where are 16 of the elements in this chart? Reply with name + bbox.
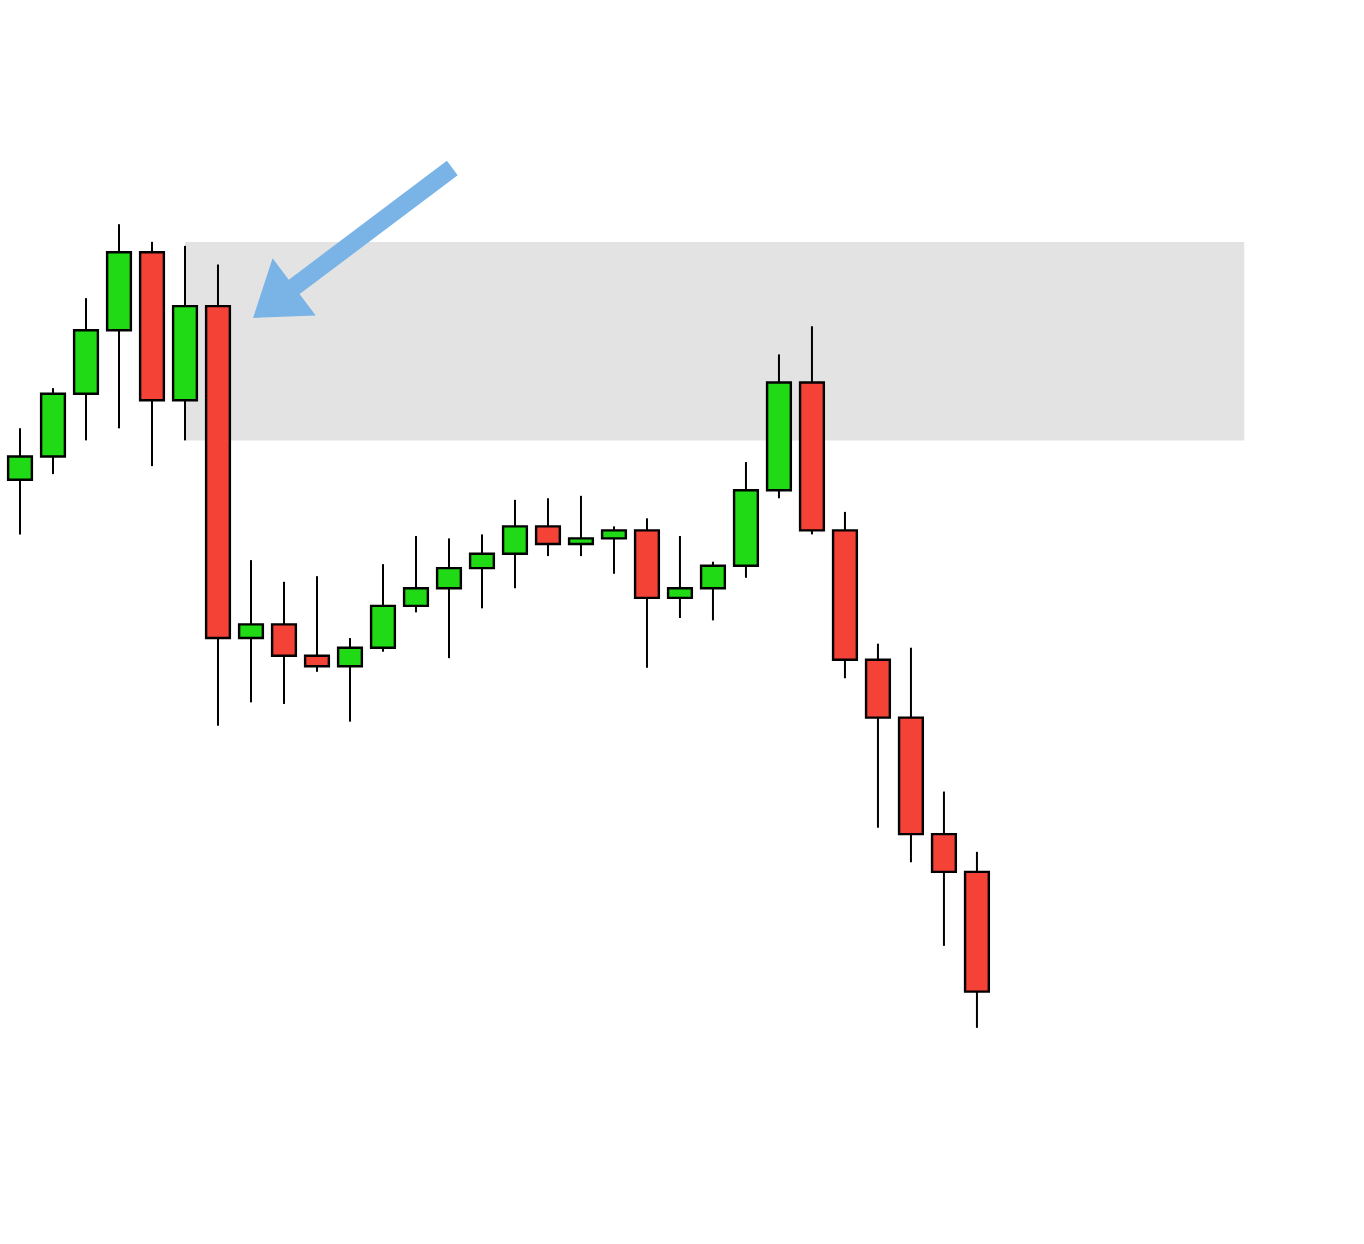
candlestick [6, 427, 34, 536]
candlestick [567, 494, 595, 558]
candlestick [534, 497, 562, 558]
candlestick [270, 580, 298, 705]
candlestick [435, 537, 463, 660]
candlestick [666, 535, 694, 619]
candlestick [600, 525, 628, 575]
candlestick [501, 498, 529, 590]
candlestick [369, 563, 397, 653]
candlestick [699, 560, 727, 622]
candlestick [336, 637, 364, 723]
candlestick [468, 533, 496, 610]
candlestick [303, 575, 331, 673]
candlestick [402, 535, 430, 614]
candlestick [930, 790, 958, 947]
candlestick [237, 559, 265, 704]
